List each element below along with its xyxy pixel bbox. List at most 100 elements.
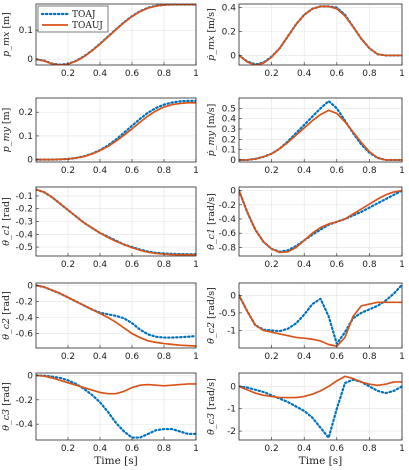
x-tick-label: 1 <box>193 444 199 454</box>
x-tick-label: 0.4 <box>297 260 312 270</box>
y-axis-label: θ_c2 [rad] <box>1 291 12 340</box>
axes-frame <box>238 282 403 349</box>
x-tick-label: 1 <box>399 352 405 362</box>
x-tick-label: 0.8 <box>157 69 172 79</box>
y-axis-label: ṗ_mx [m/s] <box>206 8 217 61</box>
x-tick-label: 0.4 <box>297 444 312 454</box>
x-tick-label: 0.2 <box>61 444 75 454</box>
y-tick-label: 0.4 <box>222 4 237 14</box>
y-tick-label: 0.2 <box>222 28 236 38</box>
x-tick-label: 0.6 <box>125 69 140 79</box>
x-tick-label: 0.4 <box>93 260 108 270</box>
x-tick-label: 1 <box>193 166 199 176</box>
x-tick-label: 0.4 <box>297 166 312 176</box>
subplot-1: 0.2 0.4 0.6 0.8 1 0 0.1 p_mx [m] <box>1 3 199 79</box>
x-tick-label: 0.8 <box>362 444 377 454</box>
x-tick-label: 0.8 <box>362 260 377 270</box>
subplot-5: 0.2 0.4 0.6 0.8 1 -0.5 -0.4 -0.3 -0.2 -0.1θ_c1 [r… <box>1 186 199 270</box>
subplot-4: 0.2 0.4 0.6 0.8 100.10.20.30.40.5ṗ_my [m/s] <box>206 97 405 176</box>
y-tick-label: -0.4 <box>15 420 33 430</box>
x-tick-label: 1 <box>399 260 405 270</box>
y-tick-label: -0.6 <box>15 330 33 340</box>
y-tick-label: -0.2 <box>218 201 236 211</box>
y-tick-label: 0.3 <box>222 125 236 135</box>
x-tick-label: 0.6 <box>330 260 345 270</box>
series-line-toauj <box>239 189 402 254</box>
y-axis-label: θ_c3 [rad] <box>1 382 12 431</box>
x-tick-label: 1 <box>399 69 405 79</box>
x-tick-label: 0.2 <box>264 166 278 176</box>
x-tick-label: 0.6 <box>330 352 345 362</box>
y-axis-label: θ_c1 [rad] <box>1 197 12 246</box>
x-tick-label: 1 <box>193 260 199 270</box>
series-line-toaj <box>36 99 196 161</box>
legend-box <box>37 5 109 33</box>
x-tick-label: 0.2 <box>61 69 75 79</box>
y-tick-label: -0.3 <box>15 218 33 228</box>
x-tick-label: 0.2 <box>61 352 75 362</box>
x-tick-label: 0.8 <box>157 260 172 270</box>
series-line-toauj <box>36 101 196 161</box>
y-tick-label: -1 <box>227 326 236 336</box>
series-line-toauj <box>239 375 402 399</box>
y-tick-label: -0.5 <box>218 309 236 319</box>
subplot-8: 0.2 0.4 0.6 0.8 1 -1 -0.5 0 θ̇_c2 [rad/s] <box>206 282 405 362</box>
subplot-10: 0.2 0.4 0.6 0.8 1 -2 -1 0 θ̇_c3 [rad/s] <box>206 372 405 454</box>
x-axis-label: Time [s] <box>94 455 137 467</box>
x-tick-label: 0.4 <box>93 352 108 362</box>
y-tick-label: 0 <box>27 281 33 291</box>
x-tick-label: 1 <box>399 444 405 454</box>
x-tick-label: 1 <box>399 166 405 176</box>
x-tick-label: 0.2 <box>264 444 278 454</box>
y-tick-label: 0 <box>27 156 33 166</box>
x-tick-label: 0.2 <box>264 352 278 362</box>
subplot-3: 0.2 0.4 0.6 0.8 1 0 0.1 0.2 p_my [m] <box>1 97 199 176</box>
subplot-7: 0.2 0.4 0.6 0.8 1 -0.6 -0.4 -0.2 0 θ_c2 [rad] <box>1 281 199 362</box>
y-axis-label: θ̇_c3 [rad/s] <box>206 378 217 435</box>
y-tick-label: 0 <box>27 371 33 381</box>
y-tick-label: -1 <box>227 405 236 415</box>
y-axis-label: p_my [m] <box>1 108 12 153</box>
y-tick-label: 0.2 <box>222 135 236 145</box>
series-line-toauj <box>239 294 402 348</box>
y-tick-label: 0.1 <box>19 26 33 36</box>
y-axis-label: θ̇_c2 [rad/s] <box>206 287 217 344</box>
y-tick-label: -0.1 <box>15 192 33 202</box>
y-tick-label: 0 <box>230 291 236 301</box>
x-tick-label: 0.8 <box>157 444 172 454</box>
x-tick-label: 0.4 <box>297 69 312 79</box>
series-line-toaj <box>239 100 402 162</box>
y-tick-label: 0.5 <box>222 104 236 114</box>
y-tick-label: 0.1 <box>222 146 236 156</box>
y-tick-label: -0.5 <box>15 243 33 253</box>
y-tick-label: -0.2 <box>15 205 33 215</box>
series-line-toauj <box>239 109 402 161</box>
x-tick-label: 0.6 <box>330 69 345 79</box>
legend-label-toauj: TOAUJ <box>72 21 103 31</box>
y-tick-label: 0 <box>230 382 236 392</box>
series-line-toauj <box>36 374 196 395</box>
axes-frame <box>238 97 403 163</box>
y-tick-label: 0.2 <box>19 108 33 118</box>
y-tick-label: -0.8 <box>218 243 236 253</box>
axes-frame <box>35 282 197 349</box>
x-tick-label: 0.6 <box>125 260 140 270</box>
y-tick-label: 0.1 <box>19 132 33 142</box>
subplot-6: 0.2 0.4 0.6 0.8 1 -0.8 -0.6 -0.4 -0.2 0 θ̇_c1 [rad… <box>206 187 405 270</box>
x-tick-label: 0.6 <box>125 166 140 176</box>
x-tick-label: 0.4 <box>93 444 108 454</box>
y-tick-label: 0 <box>230 187 236 197</box>
y-axis-label: θ̇_c1 [rad/s] <box>206 193 217 250</box>
y-tick-label: 0 <box>230 51 236 61</box>
series-line-toaj <box>239 283 402 345</box>
x-tick-label: 0.8 <box>362 352 377 362</box>
axes-frame <box>35 372 197 441</box>
x-tick-label: 0.2 <box>61 166 75 176</box>
subplot-2: 0.2 0.4 0.6 0.8 1 0 0.2 0.4 ṗ_mx [m/s] <box>206 4 405 79</box>
x-axis-label: Time [s] <box>299 455 342 467</box>
x-tick-label: 0.8 <box>157 166 172 176</box>
x-tick-label: 0.8 <box>362 166 377 176</box>
series-line-toaj <box>36 188 196 256</box>
y-tick-label: 0 <box>27 55 33 65</box>
